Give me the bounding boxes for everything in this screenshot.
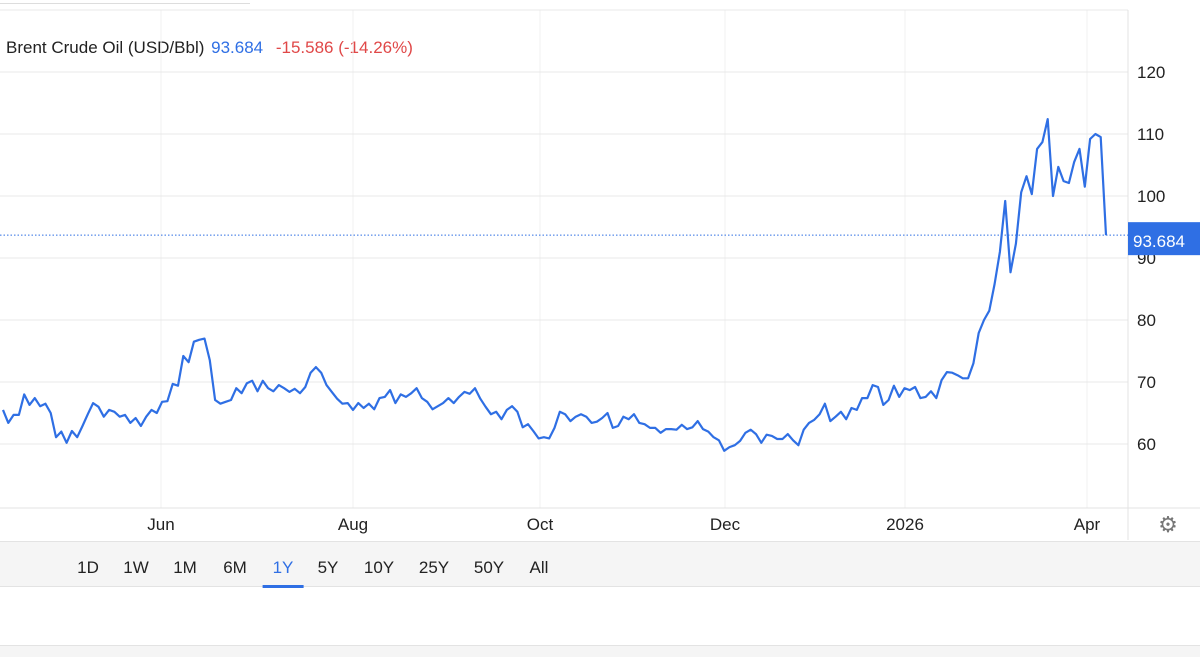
x-tick-label: Oct	[526, 515, 554, 534]
y-tick-label: 120	[1137, 63, 1165, 82]
x-tick-label: 2026	[886, 515, 924, 534]
price-line	[1, 118, 1108, 452]
range-1y[interactable]: 1Y	[262, 558, 304, 588]
range-25y[interactable]: 25Y	[418, 558, 450, 577]
range-50y[interactable]: 50Y	[473, 558, 505, 577]
chart-header: Brent Crude Oil (USD/Bbl) 93.684 -15.586…	[6, 38, 413, 58]
gear-icon[interactable]: ⚙	[1158, 512, 1178, 537]
x-tick-label: Apr	[1073, 515, 1101, 534]
last-price-tag	[1128, 222, 1200, 256]
y-tick-label: 80	[1137, 311, 1156, 330]
top-divider	[0, 3, 250, 4]
range-6m[interactable]: 6M	[223, 558, 247, 577]
range-all[interactable]: All	[529, 558, 549, 577]
last-price-tag-label: 93.684	[1133, 232, 1185, 251]
y-tick-label: 60	[1137, 435, 1156, 454]
footer-divider	[0, 645, 1200, 657]
y-tick-label: 70	[1137, 373, 1156, 392]
range-1w[interactable]: 1W	[123, 558, 149, 577]
range-10y[interactable]: 10Y	[363, 558, 395, 577]
range-5y[interactable]: 5Y	[317, 558, 339, 577]
last-price: 93.684	[211, 38, 264, 57]
range-1d[interactable]: 1D	[77, 558, 99, 577]
x-tick-label: Jun	[147, 515, 175, 534]
y-tick-label: 110	[1137, 125, 1164, 144]
y-tick-label: 100	[1137, 187, 1165, 206]
range-selector: 1D 1W 1M 6M 1Y 5Y 10Y 25Y 50Y All	[0, 541, 1200, 588]
x-tick-label: Aug	[337, 515, 369, 534]
range-1m[interactable]: 1M	[173, 558, 197, 577]
price-change: -15.586 (-14.26%)	[275, 38, 413, 57]
x-tick-label: Dec	[709, 515, 741, 534]
instrument-name: Brent Crude Oil (USD/Bbl)	[6, 38, 205, 57]
